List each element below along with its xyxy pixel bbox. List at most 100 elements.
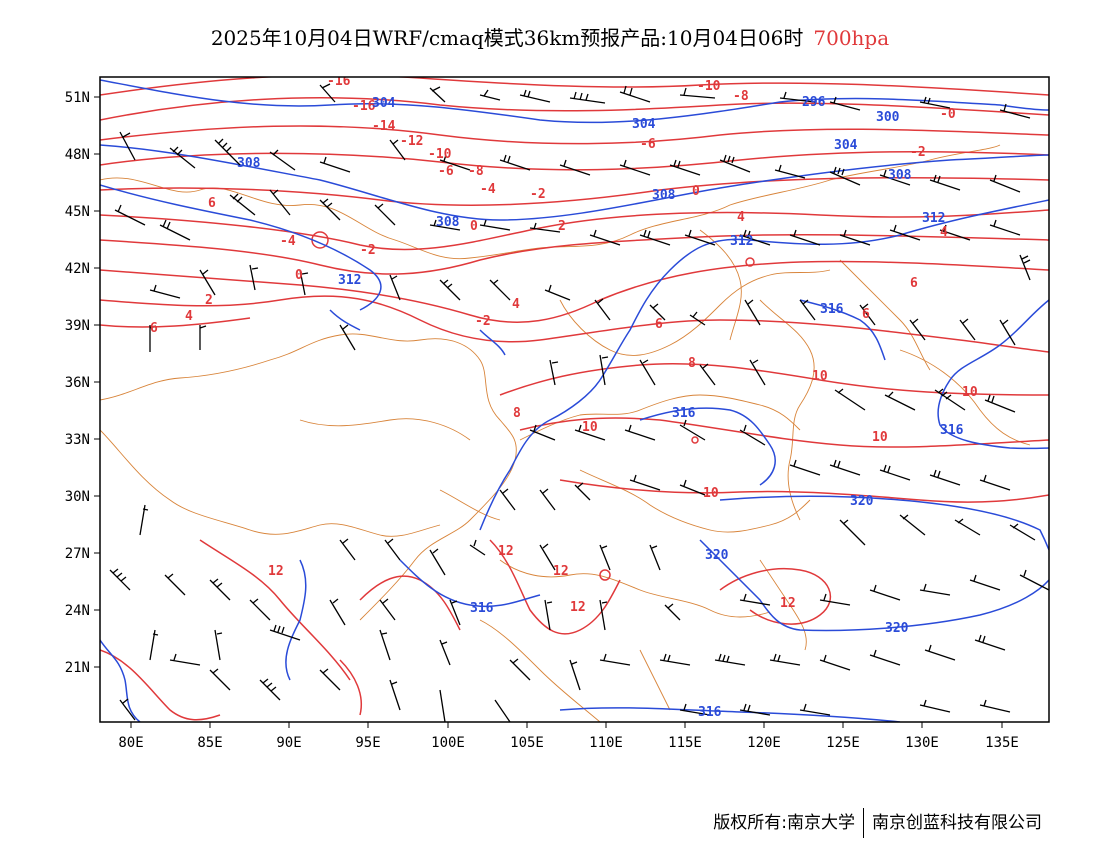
- temp-label: 0: [295, 268, 303, 283]
- lat-label: 24N: [65, 603, 90, 619]
- temp-label: 6: [862, 307, 870, 322]
- temp-label: 10: [812, 369, 828, 384]
- height-label: 320: [885, 621, 909, 636]
- temp-label: 4: [512, 297, 520, 312]
- height-contours: [100, 79, 1049, 722]
- title-level: 700hpa: [813, 26, 890, 50]
- temp-label: -16: [327, 74, 351, 89]
- lat-label: 48N: [65, 147, 90, 163]
- temp-label: 4: [185, 309, 193, 324]
- height-label: 312: [730, 234, 753, 249]
- temp-label: 2: [558, 219, 566, 234]
- height-label: 312: [338, 273, 361, 288]
- copyright-footer: 版权所有:南京大学 南京创蓝科技有限公司: [713, 808, 1042, 838]
- lon-label: 110E: [589, 735, 623, 751]
- temp-label: 4: [940, 225, 948, 240]
- temp-label: -6: [640, 137, 656, 152]
- lat-label: 27N: [65, 546, 90, 562]
- temp-label: 0: [692, 184, 700, 199]
- height-label: 316: [672, 406, 696, 421]
- height-label: 316: [820, 302, 844, 317]
- temp-label: 6: [655, 317, 663, 332]
- height-label: 308: [652, 188, 676, 203]
- lat-label: 42N: [65, 261, 90, 277]
- temp-label: 10: [962, 385, 978, 400]
- height-label: 308: [888, 168, 912, 183]
- lat-label: 51N: [65, 90, 90, 106]
- temp-label: 6: [910, 276, 918, 291]
- plot-frame: [99, 76, 1050, 723]
- lon-label: 85E: [197, 735, 222, 751]
- lon-label: 100E: [431, 735, 465, 751]
- temp-label: -12: [400, 134, 423, 149]
- lat-label: 21N: [65, 660, 90, 676]
- lon-label: 130E: [905, 735, 939, 751]
- temp-label: -4: [280, 234, 296, 249]
- temp-label: -16: [352, 99, 376, 114]
- longitude-labels: 80E 85E 90E 95E 100E 105E 110E 115E 120E…: [118, 735, 1019, 751]
- temp-label: 4: [737, 210, 745, 225]
- temp-label: -10: [697, 79, 721, 94]
- height-label: 304: [834, 138, 858, 153]
- axis-ticks: [94, 96, 1003, 728]
- lon-label: 90E: [276, 735, 301, 751]
- temp-label: 12: [498, 544, 514, 559]
- height-label: 304: [632, 117, 656, 132]
- temp-label: -2: [360, 243, 376, 258]
- temp-label: -2: [475, 314, 491, 329]
- lon-label: 95E: [355, 735, 380, 751]
- height-label: 316: [470, 601, 494, 616]
- temperature-contours: [100, 77, 1049, 721]
- height-label: 308: [237, 156, 261, 171]
- latitude-labels: 51N 48N 45N 42N 39N 36N 33N 30N 27N 24N …: [65, 90, 90, 676]
- height-label: 312: [922, 211, 945, 226]
- height-label: 304: [372, 96, 396, 111]
- temp-label: 2: [205, 293, 213, 308]
- lon-label: 80E: [118, 735, 143, 751]
- temp-label: -14: [372, 119, 396, 134]
- temp-label: 10: [582, 420, 598, 435]
- wind-barbs: [109, 83, 1049, 722]
- lat-label: 30N: [65, 489, 90, 505]
- title-main: 2025年10月04日WRF/cmaq模式36km预报产品:10月04日06时: [210, 26, 804, 50]
- temp-label: -8: [468, 164, 484, 179]
- lat-label: 39N: [65, 318, 90, 334]
- temp-label: 6: [208, 196, 216, 211]
- height-label: 316: [940, 423, 964, 438]
- lat-label: 45N: [65, 204, 90, 220]
- temp-label: 10: [703, 486, 719, 501]
- temperature-label-group: -16 -16 -14 -12 -10 -10 -8 -8 -6 -6 -4 -…: [150, 74, 978, 615]
- height-label: 296: [802, 95, 826, 110]
- temp-label: -8: [733, 89, 749, 104]
- lon-label: 115E: [668, 735, 702, 751]
- temp-label: 12: [553, 564, 569, 579]
- map-title: 2025年10月04日WRF/cmaq模式36km预报产品:10月04日06时 7…: [0, 22, 1100, 51]
- lon-label: 105E: [510, 735, 544, 751]
- lon-label: 120E: [747, 735, 781, 751]
- temp-label: 12: [268, 564, 284, 579]
- height-label: 320: [850, 494, 874, 509]
- temp-label: -2: [530, 187, 546, 202]
- lat-label: 33N: [65, 432, 90, 448]
- temp-label: -10: [428, 147, 452, 162]
- temp-label: 10: [872, 430, 888, 445]
- height-label: 308: [436, 215, 460, 230]
- temp-label: 0: [470, 219, 478, 234]
- height-label: 316: [698, 705, 722, 720]
- border-lines: [100, 144, 1031, 722]
- temp-label: -6: [438, 164, 454, 179]
- copyright-company: 南京创蓝科技有限公司: [872, 813, 1042, 833]
- lat-label: 36N: [65, 375, 90, 391]
- copyright-owner: 版权所有:南京大学: [713, 813, 855, 833]
- temp-label: 6: [150, 321, 158, 336]
- lon-label: 125E: [826, 735, 860, 751]
- temp-label: 8: [513, 406, 521, 421]
- height-label: 320: [705, 548, 729, 563]
- temp-label: -0: [940, 107, 956, 122]
- temp-label: 12: [780, 596, 796, 611]
- temp-label: -2: [910, 145, 926, 160]
- temp-label: 8: [688, 356, 696, 371]
- temp-label: 12: [570, 600, 586, 615]
- footer-divider: [863, 808, 864, 838]
